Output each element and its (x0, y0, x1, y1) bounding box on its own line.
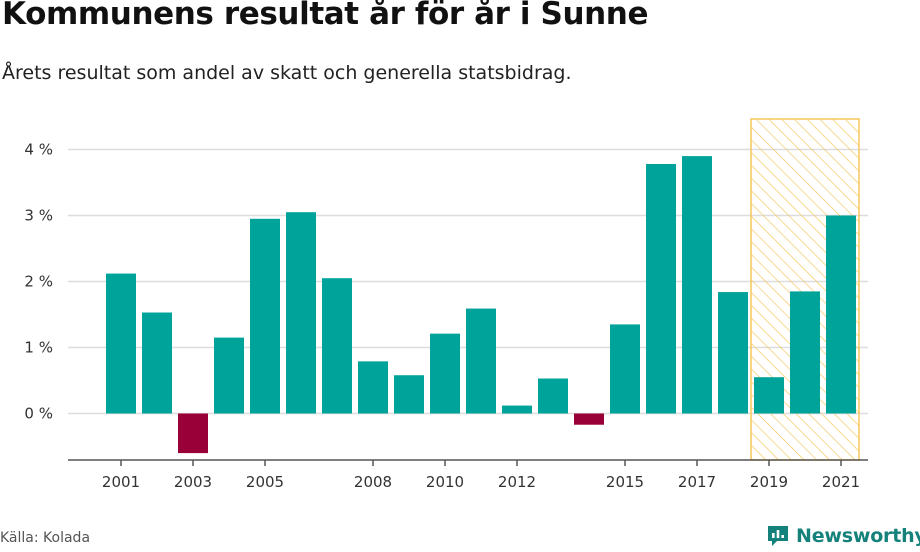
bar-2004[interactable] (214, 337, 244, 414)
y-tick-label: 4 % (24, 141, 53, 159)
brand-logo[interactable]: Newsworthy (766, 520, 920, 552)
bar-2003[interactable] (178, 413, 208, 454)
y-tick-label: 2 % (24, 273, 53, 291)
bar-2016[interactable] (646, 164, 676, 414)
axes: 2001 2003 2005 2008 2010 2012 2015 2017 2019 2021 (68, 459, 868, 491)
bar-2021[interactable] (826, 215, 856, 414)
bar-2006[interactable] (286, 212, 316, 414)
x-tick-label: 2012 (498, 473, 536, 491)
bar-2012[interactable] (502, 405, 532, 414)
bar-2007[interactable] (322, 278, 352, 414)
bar-2020[interactable] (790, 291, 820, 414)
speech-bubble-bar-chart-icon (768, 526, 788, 546)
y-tick-label: 1 % (24, 339, 53, 357)
x-tick-label: 2021 (822, 473, 860, 491)
bar-2015[interactable] (610, 324, 640, 414)
source-note: Källa: Kolada (0, 530, 91, 546)
bar-2019[interactable] (754, 377, 784, 414)
y-tick-label: 0 % (24, 405, 53, 423)
bar-2009[interactable] (394, 375, 424, 414)
x-tick-label: 2017 (678, 473, 716, 491)
x-tick-label: 2019 (750, 473, 788, 491)
x-tick-label: 2001 (102, 473, 140, 491)
bar-2002[interactable] (142, 312, 172, 414)
x-tick-label: 2005 (246, 473, 284, 491)
bar-2001[interactable] (106, 273, 136, 414)
x-tick-label: 2010 (426, 473, 464, 491)
bar-2017[interactable] (682, 156, 712, 414)
bar-chart: 0 % 1 % 2 % 3 % 4 % 2001 2003 2005 2008 2010 2012… (24, 118, 868, 491)
bar-2005[interactable] (250, 218, 280, 414)
y-tick-label: 3 % (24, 207, 53, 225)
x-tick-label: 2015 (606, 473, 644, 491)
bar-2018[interactable] (718, 292, 748, 414)
x-tick-label: 2003 (174, 473, 212, 491)
bar-2013[interactable] (538, 378, 568, 414)
bars (106, 156, 856, 454)
bar-2014[interactable] (574, 413, 604, 425)
bar-2008[interactable] (358, 361, 388, 414)
x-tick-label: 2008 (354, 473, 392, 491)
bar-2011[interactable] (466, 308, 496, 414)
bar-2010[interactable] (430, 333, 460, 414)
brand-name: Newsworthy (796, 525, 920, 547)
chart-subtitle: Årets resultat som andel av skatt och ge… (2, 62, 572, 84)
chart-title: Kommunens resultat år för år i Sunne (2, 0, 649, 32)
